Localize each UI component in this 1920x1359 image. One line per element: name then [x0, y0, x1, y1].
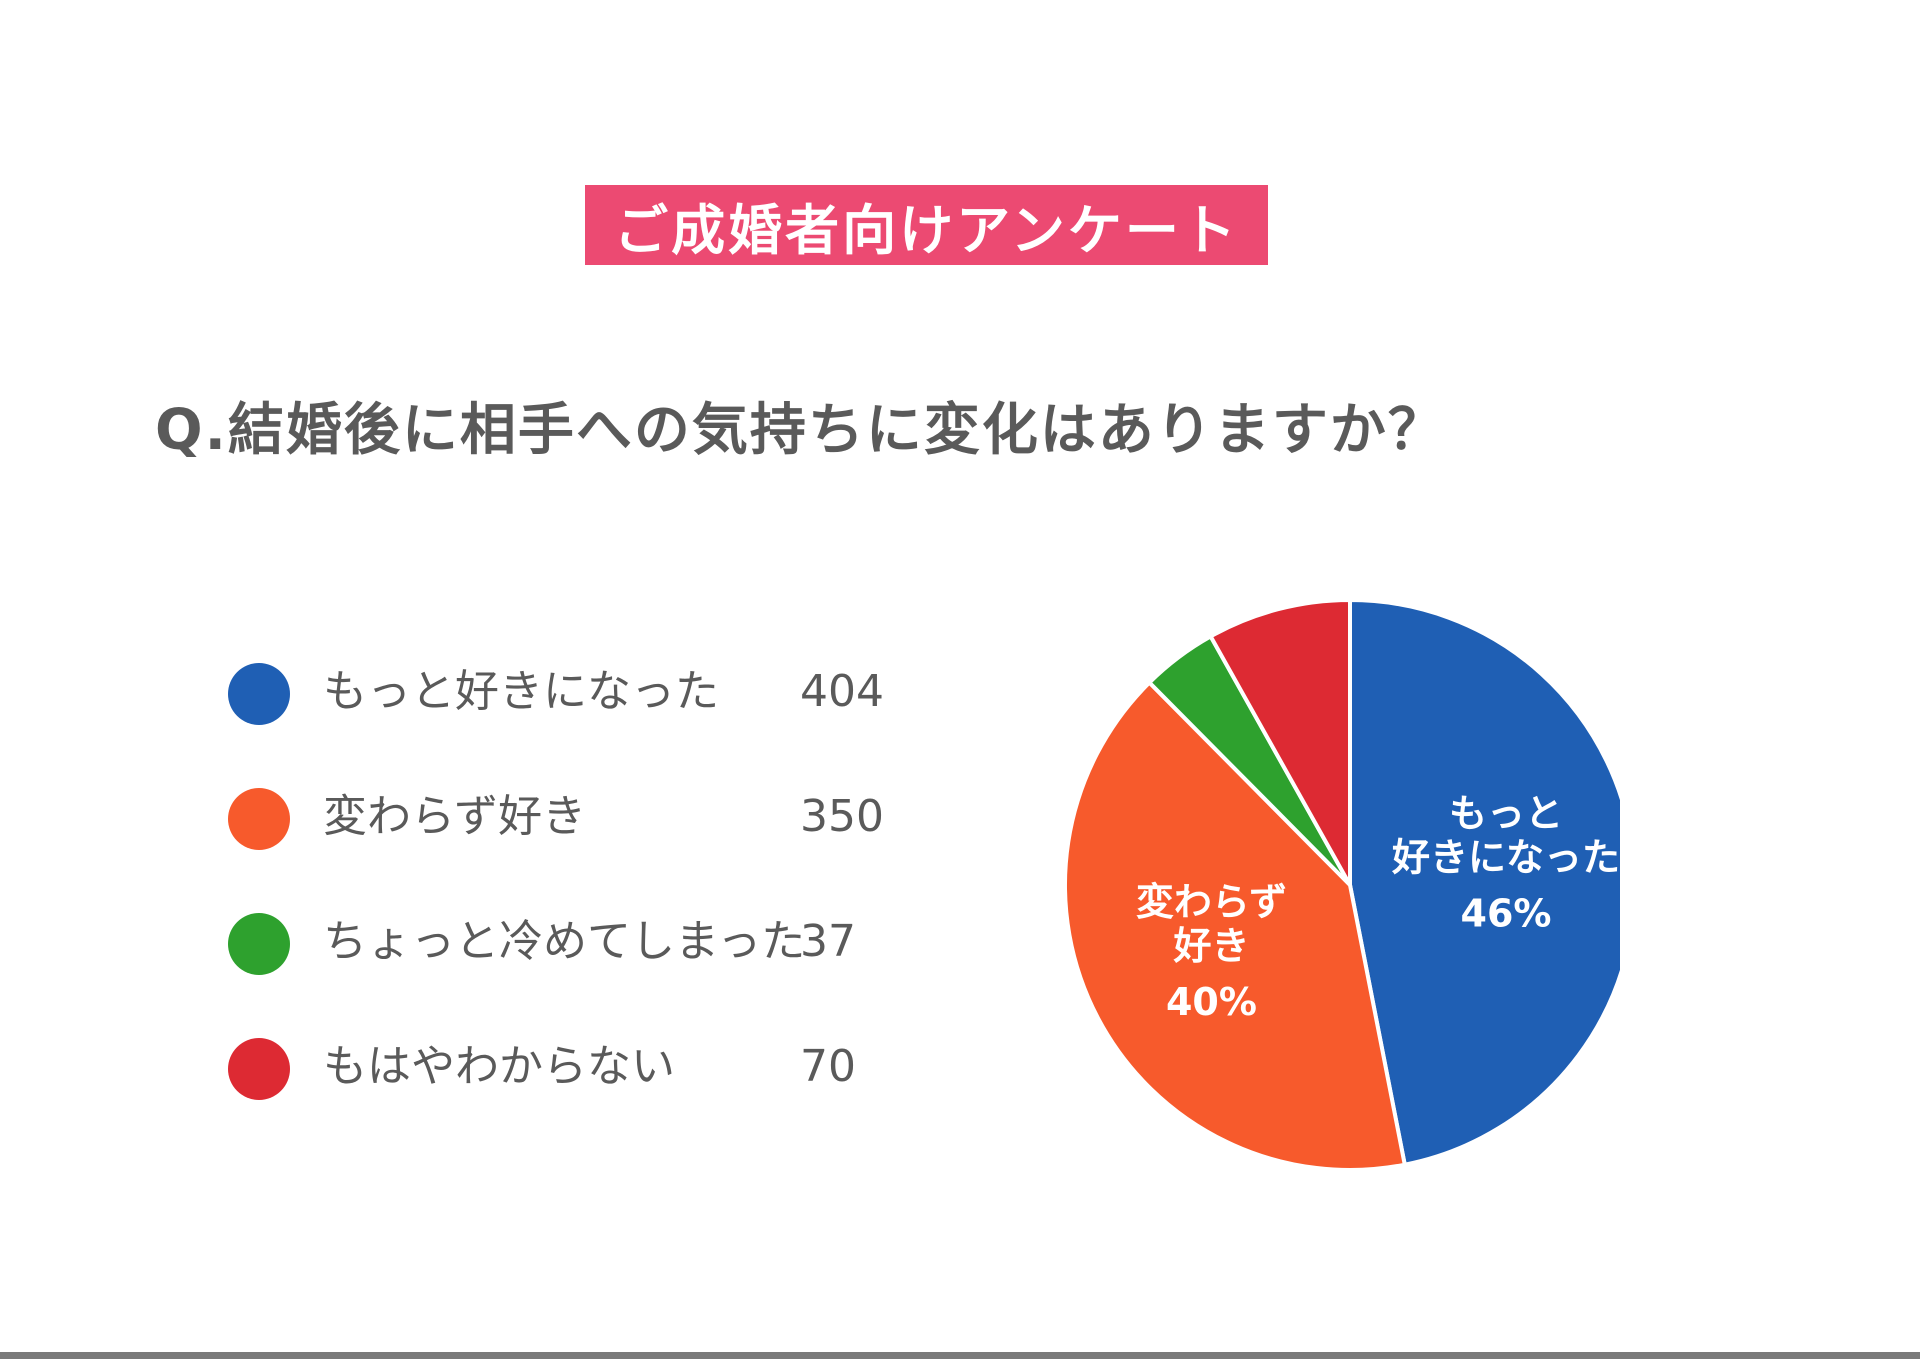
banner-title: ご成婚者向けアンケート — [614, 198, 1239, 262]
bottom-border — [0, 1352, 1920, 1359]
pie-slice-1 — [1063, 680, 1407, 1172]
slice-label-0-1: 好きになった — [1391, 835, 1620, 879]
pie-slice-3 — [1208, 598, 1352, 887]
legend-item-1: 変わらず好き 350 — [228, 785, 908, 850]
legend-item-3: もはやわからない 70 — [228, 1035, 908, 1100]
pie-slice-0 — [1348, 598, 1620, 1167]
pie-chart: もっと好きになった 46% 変わらず好き 40% — [1063, 598, 1620, 1172]
question-text: Q.結婚後に相手への気持ちに変化はありますか？ — [155, 398, 1446, 463]
legend-swatch-2 — [228, 913, 290, 975]
legend-swatch-0 — [228, 663, 290, 725]
legend-value-3: 70 — [800, 1041, 856, 1092]
legend-label-0: もっと好きになった — [323, 666, 719, 717]
legend-swatch-1 — [228, 788, 290, 850]
legend-label-1: 変わらず好き — [323, 791, 587, 842]
legend-swatch-3 — [228, 1038, 290, 1100]
slice-label-0-0: もっと — [1449, 791, 1563, 835]
slice-label-1-1: 好き — [1172, 924, 1249, 968]
legend-item-2: ちょっと冷めてしまった 37 — [228, 910, 908, 975]
legend-value-0: 404 — [800, 666, 884, 717]
legend-item-0: もっと好きになった 404 — [228, 660, 908, 725]
legend-value-1: 350 — [800, 791, 884, 842]
slice-percent-0: 46% — [1461, 891, 1552, 935]
title-banner: ご成婚者向けアンケート — [585, 185, 1268, 265]
legend-value-2: 37 — [800, 916, 856, 967]
slice-percent-1: 40% — [1166, 980, 1257, 1024]
slice-label-1-0: 変わらず — [1136, 880, 1287, 924]
legend-label-3: もはやわからない — [323, 1041, 675, 1092]
legend-label-2: ちょっと冷めてしまった — [323, 916, 806, 967]
